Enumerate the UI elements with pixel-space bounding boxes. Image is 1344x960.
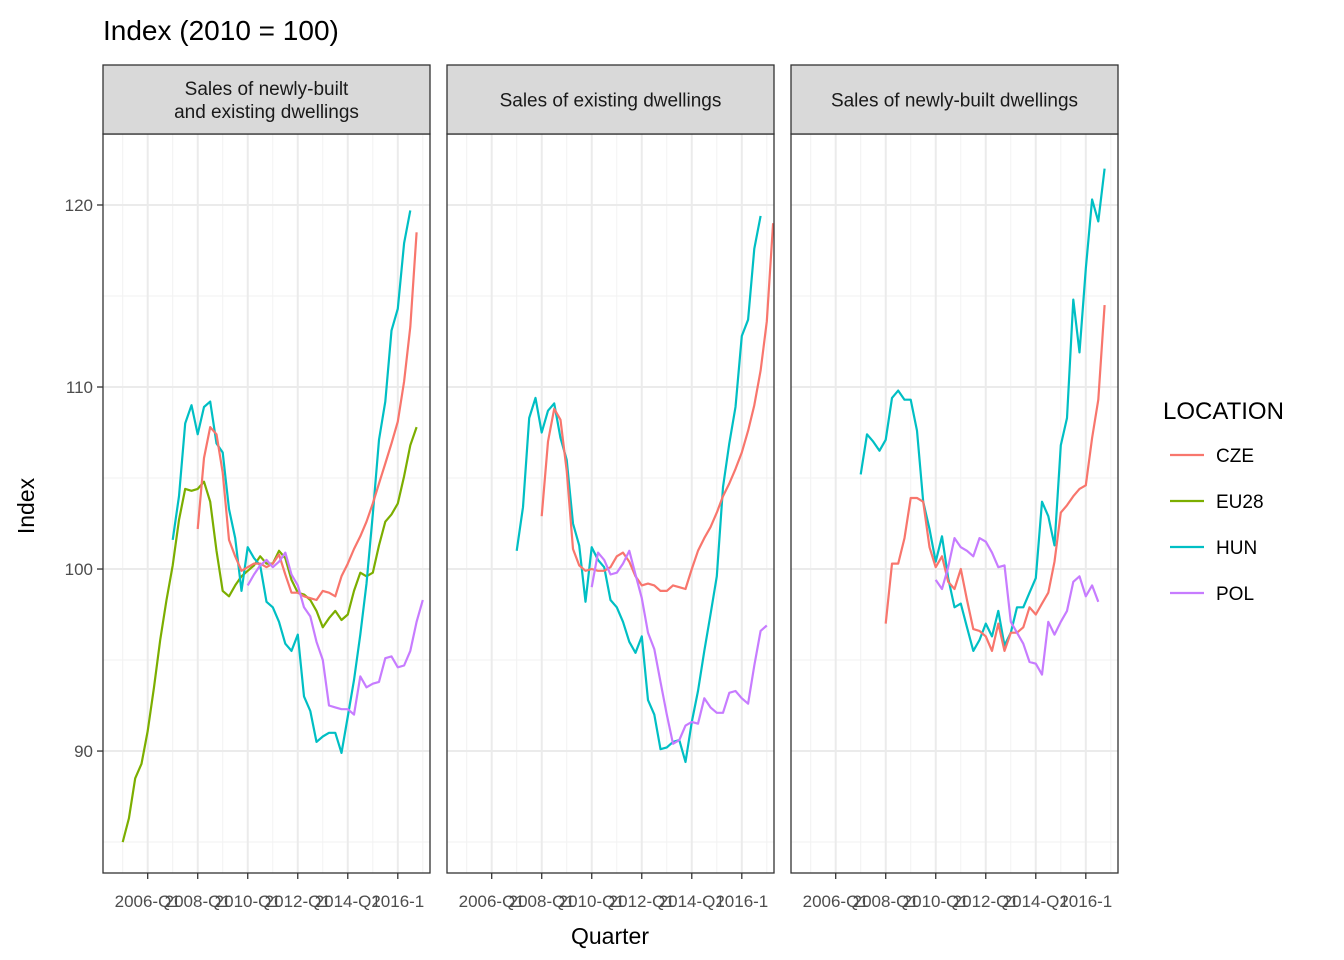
x-tick-label: 2014-Q1 <box>315 892 381 911</box>
x-axis-ticks: 2006-Q12008-Q12010-Q12012-Q12014-Q12016-… <box>803 873 1112 911</box>
x-tick-label: 2012-Q1 <box>953 892 1019 911</box>
x-tick-label: 2006-Q1 <box>803 892 869 911</box>
series-line-pol <box>590 549 768 745</box>
y-tick-label: 100 <box>65 560 93 579</box>
gridlines <box>103 134 430 873</box>
x-tick-label: 2008-Q1 <box>853 892 919 911</box>
x-tick-label: 2012-Q1 <box>265 892 331 911</box>
y-tick-label: 90 <box>74 742 93 761</box>
x-tick-label: 2010-Q1 <box>215 892 281 911</box>
facet-strip <box>790 64 1119 135</box>
series-line-cze <box>884 305 1106 653</box>
legend-item-eu28: EU28 <box>1170 492 1264 513</box>
series-line-cze <box>540 223 775 593</box>
y-tick-label: 110 <box>66 378 93 397</box>
y-axis-ticks: 90 100 110 120 <box>65 196 103 761</box>
legend-item-cze: CZE <box>1170 446 1254 467</box>
x-tick-label: 2006-Q1 <box>459 892 525 911</box>
facet-strip-label: Sales of existing dwellings <box>500 91 722 112</box>
series-lines <box>859 168 1106 676</box>
x-axis-ticks: 2006-Q12008-Q12010-Q12012-Q12014-Q12016-… <box>459 873 768 911</box>
series-line-hun <box>859 168 1106 653</box>
panel-3: Sales of newly-built dwellings 2006-Q1200… <box>790 64 1119 911</box>
legend-title: LOCATION <box>1163 398 1284 425</box>
y-tick-label: 120 <box>65 196 93 215</box>
series-lines <box>121 210 424 843</box>
y-axis-title: Index <box>13 477 39 534</box>
x-axis-title: Quarter <box>571 923 649 949</box>
series-line-pol <box>246 551 424 716</box>
legend-item-pol: POL <box>1170 584 1254 605</box>
legend-label: POL <box>1216 584 1254 605</box>
x-tick-label: 2016-1 <box>1059 892 1112 911</box>
panel-background <box>791 134 1118 873</box>
panel-background <box>447 134 774 873</box>
facet-strip-label: and existing dwellings <box>174 102 359 123</box>
series-line-hun <box>171 210 412 755</box>
legend-item-hun: HUN <box>1170 538 1257 559</box>
series-lines <box>515 215 775 764</box>
facet-strip <box>446 64 775 135</box>
x-tick-label: 2012-Q1 <box>609 892 675 911</box>
x-tick-label: 2016-1 <box>371 892 424 911</box>
x-tick-label: 2014-Q1 <box>1003 892 1069 911</box>
x-tick-label: 2010-Q1 <box>903 892 969 911</box>
x-tick-label: 2006-Q1 <box>115 892 181 911</box>
x-tick-label: 2008-Q1 <box>165 892 231 911</box>
legend-label: HUN <box>1216 538 1257 559</box>
gridlines <box>791 134 1118 873</box>
chart-title: Index (2010 = 100) <box>103 15 339 46</box>
facet-strip-label: Sales of newly-built <box>185 79 349 100</box>
legend: LOCATION CZE EU28 HUN POL <box>1163 398 1284 605</box>
legend-items: CZE EU28 HUN POL <box>1170 446 1264 605</box>
series-line-pol <box>934 536 1100 676</box>
series-line-cze <box>196 232 418 602</box>
facet-strip <box>102 64 431 135</box>
panel-background <box>103 134 430 873</box>
series-line-hun <box>515 215 762 764</box>
x-tick-label: 2014-Q1 <box>659 892 725 911</box>
panel-2: Sales of existing dwellings 2006-Q12008-Q… <box>446 64 775 911</box>
x-tick-label: 2016-1 <box>715 892 768 911</box>
facet-strip-label: Sales of newly-built dwellings <box>831 91 1078 112</box>
legend-label: CZE <box>1216 446 1254 467</box>
legend-label: EU28 <box>1216 492 1264 513</box>
x-axis-ticks: 2006-Q12008-Q12010-Q12012-Q12014-Q12016-… <box>115 873 424 911</box>
x-tick-label: 2008-Q1 <box>509 892 575 911</box>
x-tick-label: 2010-Q1 <box>559 892 625 911</box>
